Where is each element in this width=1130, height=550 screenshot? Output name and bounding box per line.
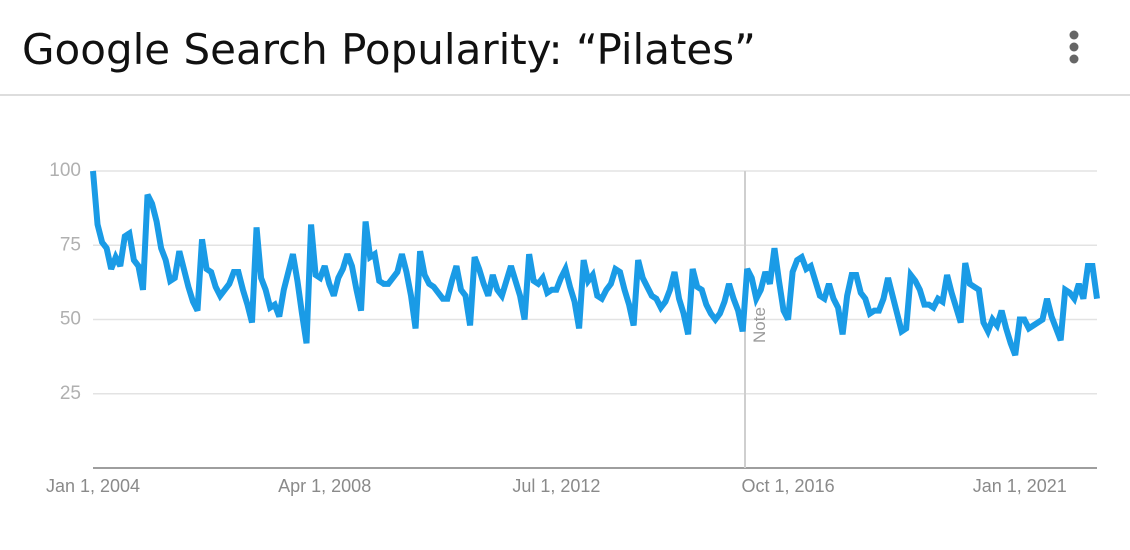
menu-dot[interactable] bbox=[1069, 42, 1079, 52]
y-tick-label: 25 bbox=[60, 383, 81, 404]
x-tick-label: Jan 1, 2021 bbox=[973, 476, 1067, 496]
menu-dot[interactable] bbox=[1069, 54, 1079, 64]
chart-title: Google Search Popularity: “Pilates” bbox=[22, 25, 756, 74]
x-tick-label: Apr 1, 2008 bbox=[278, 476, 371, 496]
note-label: Note bbox=[750, 307, 769, 343]
plot: 25 50 75 100 Note Jan 1, 2004 Apr 1, 2008 Jul 1… bbox=[46, 160, 1100, 496]
x-tick-label: Oct 1, 2016 bbox=[742, 476, 835, 496]
y-tick-label: 75 bbox=[60, 234, 81, 255]
y-tick-label: 100 bbox=[49, 160, 81, 181]
y-tick-label: 50 bbox=[60, 309, 81, 330]
menu-dot[interactable] bbox=[1069, 30, 1079, 40]
x-tick-label: Jan 1, 2004 bbox=[46, 476, 140, 496]
trend-line bbox=[90, 170, 1100, 357]
more-menu[interactable] bbox=[1069, 30, 1079, 64]
x-tick-label: Jul 1, 2012 bbox=[512, 476, 600, 496]
